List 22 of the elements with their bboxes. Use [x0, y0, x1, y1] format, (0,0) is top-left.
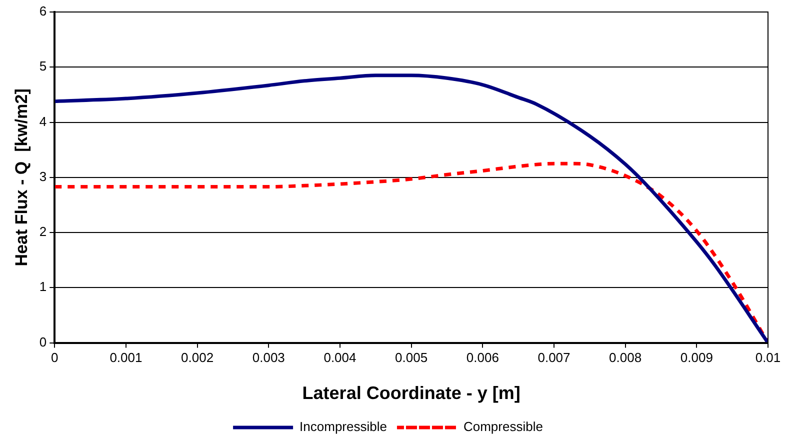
x-tick-label: 0.001: [110, 350, 142, 366]
x-tick-label: 0.01: [755, 350, 781, 366]
x-tick-label: 0.005: [395, 350, 428, 366]
y-tick-label: 2: [39, 224, 47, 240]
x-tick-label: 0.003: [252, 350, 285, 366]
x-tick-label: 0.006: [466, 350, 499, 366]
x-tick-label: 0.009: [680, 350, 713, 366]
y-tick-label: 6: [39, 4, 47, 19]
x-tick-label: 0.007: [538, 350, 570, 366]
y-tick-label: 5: [39, 58, 47, 74]
y-tick-label: 1: [39, 279, 47, 294]
y-tick-label: 0: [39, 334, 47, 350]
y-axis-title: Heat Flux - Q [kw/m2]: [12, 88, 31, 266]
y-tick-label: 4: [39, 114, 47, 129]
x-tick-label: 0.008: [609, 350, 642, 366]
x-tick-label: 0.004: [324, 350, 356, 366]
x-axis-title: Lateral Coordinate - y [m]: [302, 383, 520, 404]
x-tick-label: 0: [51, 350, 58, 366]
legend-label: Compressible: [463, 419, 543, 434]
legend-label: Incompressible: [300, 419, 387, 434]
y-tick-label: 3: [39, 168, 47, 184]
x-tick-label: 0.002: [181, 350, 214, 366]
